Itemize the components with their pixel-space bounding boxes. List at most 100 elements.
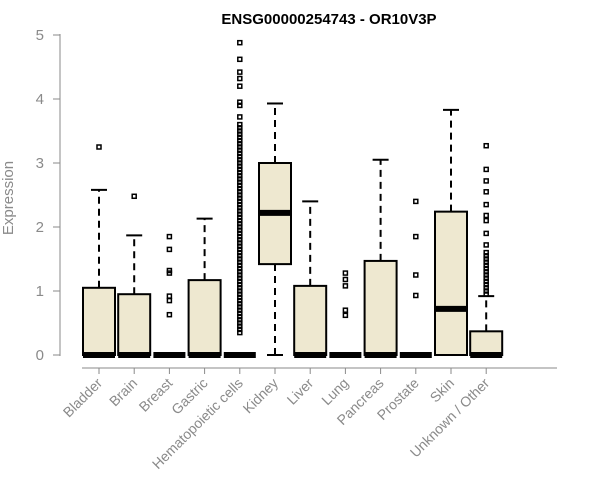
outlier-point [237, 198, 243, 205]
y-tick-label: 5 [36, 27, 44, 44]
outlier-point [166, 267, 173, 274]
outlier-point [483, 281, 489, 288]
outlier-point [237, 153, 243, 160]
box-group [469, 142, 504, 358]
outlier-point [413, 292, 419, 299]
outlier-point [237, 297, 243, 304]
outlier-point [237, 56, 243, 63]
outlier-point [237, 237, 243, 243]
y-tick-label: 2 [36, 219, 44, 236]
outlier-point [237, 169, 243, 176]
outlier-point [237, 195, 243, 201]
outlier-point [237, 134, 243, 141]
outlier-point [237, 227, 243, 233]
outlier-point [342, 283, 349, 289]
outlier-point [237, 131, 243, 137]
outlier-point [237, 294, 243, 301]
outlier-point [483, 269, 489, 275]
outlier-point [131, 193, 137, 200]
outlier-point [237, 265, 243, 272]
iqr-box [363, 259, 398, 357]
outlier-point [237, 141, 243, 147]
outlier-point [342, 312, 349, 319]
outlier-point [483, 189, 489, 195]
outlier-point [237, 205, 243, 211]
x-tick-label: Skin [427, 375, 458, 406]
outlier-point [237, 125, 243, 131]
outlier-point [237, 160, 243, 166]
outlier-point [237, 246, 243, 253]
outlier-point [237, 185, 243, 192]
outlier-point [237, 224, 243, 230]
box-group [187, 217, 222, 358]
outlier-point [237, 230, 243, 237]
iqr-box [434, 210, 468, 356]
outlier-point [166, 233, 173, 240]
outlier-point [237, 256, 243, 262]
outlier-point [483, 262, 489, 269]
outlier-point [237, 182, 243, 189]
outlier-point [237, 166, 243, 173]
outlier-point [237, 128, 243, 134]
outlier-point [237, 121, 243, 128]
outlier-point [237, 211, 243, 217]
outlier-point [237, 262, 243, 269]
outlier-point [237, 291, 243, 297]
outlier-point [413, 272, 419, 278]
box-group [329, 270, 362, 358]
outlier-point [237, 310, 243, 317]
iqr-box [293, 284, 328, 357]
outlier-point [166, 297, 173, 304]
x-tick-label: Liver [284, 375, 317, 408]
outlier-point [237, 83, 243, 89]
box-group [293, 200, 328, 358]
box-group [153, 233, 186, 358]
outlier-point [237, 75, 243, 82]
outlier-point [483, 142, 489, 149]
outlier-point [237, 102, 243, 109]
outlier-point [237, 214, 243, 221]
outlier-point [166, 246, 173, 253]
outlier-point [237, 323, 243, 329]
outlier-point [237, 233, 243, 240]
outlier-point [342, 307, 349, 313]
y-tick-label: 0 [36, 347, 44, 364]
iqr-box [82, 286, 116, 356]
outlier-point [483, 272, 489, 278]
outlier-point [483, 291, 489, 297]
y-tick-label: 4 [36, 91, 44, 108]
outlier-point [483, 217, 489, 224]
outlier-point [237, 137, 243, 144]
outlier-point [237, 249, 243, 256]
outlier-point [483, 256, 489, 262]
outlier-point [237, 269, 243, 275]
outlier-point [237, 313, 243, 320]
outlier-point [237, 317, 243, 323]
outlier-point [166, 293, 173, 299]
outlier-point [342, 276, 349, 283]
y-axis-label: Expression [0, 161, 17, 235]
iqr-box [187, 279, 222, 356]
x-tick-label: Kidney [240, 375, 282, 417]
outlier-point [483, 166, 489, 173]
box-group [82, 144, 116, 358]
outlier-point [483, 242, 489, 248]
outlier-point [237, 307, 243, 313]
outlier-point [237, 189, 243, 195]
outlier-point [237, 179, 243, 185]
outlier-point [483, 249, 489, 256]
boxes [82, 39, 504, 358]
outlier-point [483, 201, 489, 208]
outlier-point [483, 288, 489, 294]
outlier-point [237, 275, 243, 281]
outlier-point [237, 173, 243, 179]
outlier-point [237, 259, 243, 265]
outlier-point [483, 285, 489, 291]
outlier-point [237, 114, 243, 120]
box-group [258, 102, 292, 356]
outlier-point [483, 230, 489, 237]
box-group [363, 158, 398, 358]
outlier-point [237, 285, 243, 291]
